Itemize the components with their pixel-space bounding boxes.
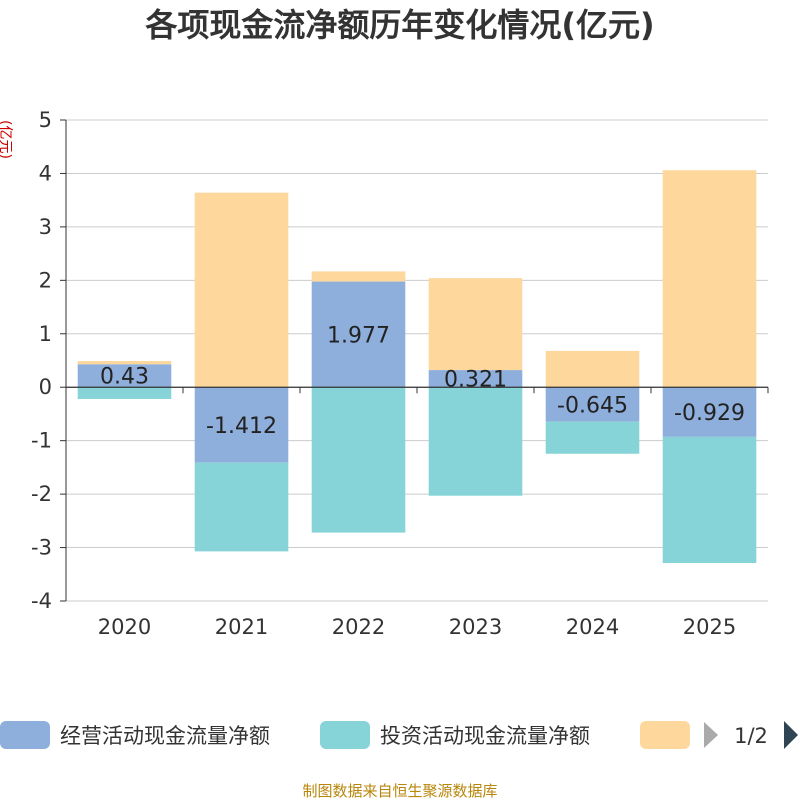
- bar-series1-2022[interactable]: [311, 281, 406, 388]
- bar-series2-2023[interactable]: [428, 387, 523, 496]
- y-tick-label: -2: [31, 482, 52, 506]
- bar-series2-2025[interactable]: [662, 436, 757, 564]
- bars: [77, 170, 757, 564]
- legend-label[interactable]: 经营活动现金流量净额: [60, 724, 270, 748]
- bar-series3-2025[interactable]: [662, 170, 757, 388]
- y-tick-label: 5: [39, 108, 52, 132]
- legend-page-indicator: 1/2: [734, 724, 768, 748]
- data-label: -0.929: [674, 401, 745, 426]
- bar-series2-2022[interactable]: [311, 387, 406, 533]
- chart-title: 各项现金流净额历年变化情况(亿元): [145, 6, 654, 44]
- y-axis-label: (亿元): [0, 120, 13, 159]
- bar-series1-2023[interactable]: [428, 370, 523, 388]
- y-tick-label: 0: [39, 375, 52, 399]
- y-tick-label: 2: [39, 268, 52, 292]
- data-label: -0.645: [557, 393, 628, 418]
- y-tick-label: 4: [39, 161, 52, 185]
- bar-series3-2020[interactable]: [77, 361, 172, 365]
- x-tick-label: 2023: [449, 615, 502, 639]
- bar-series1-2020[interactable]: [77, 364, 172, 388]
- source-note: 制图数据来自恒生聚源数据库: [302, 782, 497, 800]
- y-tick-label: 1: [39, 322, 52, 346]
- legend: 经营活动现金流量净额 投资活动现金流量净额 1/2: [0, 721, 798, 749]
- data-label: 1.977: [327, 323, 390, 348]
- legend-prev-icon[interactable]: [704, 722, 718, 748]
- x-tick-label: 2021: [215, 615, 268, 639]
- x-tick-label: 2025: [683, 615, 736, 639]
- bar-series3-2022[interactable]: [311, 271, 406, 282]
- legend-swatch-3[interactable]: [640, 721, 690, 749]
- bar-series1-2025[interactable]: [662, 387, 757, 437]
- bar-series1-2024[interactable]: [545, 387, 640, 422]
- data-label: -1.412: [206, 414, 277, 439]
- bar-series3-2023[interactable]: [428, 278, 523, 371]
- bar-series2-2024[interactable]: [545, 421, 640, 454]
- bar-series2-2020[interactable]: [77, 387, 172, 399]
- x-tick-label: 2020: [98, 615, 151, 639]
- legend-swatch-2[interactable]: [320, 721, 370, 749]
- data-label: 0.43: [100, 365, 149, 390]
- bar-series3-2021[interactable]: [194, 192, 289, 388]
- y-tick-label: -3: [31, 536, 52, 560]
- bar-series2-2021[interactable]: [194, 462, 289, 552]
- legend-next-icon[interactable]: [784, 721, 798, 749]
- bar-series3-2024[interactable]: [545, 350, 640, 388]
- x-tick-label: 2022: [332, 615, 385, 639]
- y-tick-label: -4: [31, 589, 52, 613]
- legend-label[interactable]: 投资活动现金流量净额: [380, 724, 590, 748]
- bar-series1-2021[interactable]: [194, 387, 289, 463]
- y-tick-label: -1: [31, 429, 52, 453]
- legend-swatch-1[interactable]: [0, 721, 50, 749]
- y-tick-label: 3: [39, 215, 52, 239]
- data-labels: 0.43 -1.412 1.977 0.321 -0.645 -0.929: [100, 323, 745, 439]
- data-label: 0.321: [444, 368, 507, 393]
- axes: 5 4 3 2 1 0 -1 -2 -3 -4 2020 2021 2022 2023 2024 2025: [31, 108, 769, 639]
- x-tick-label: 2024: [566, 615, 619, 639]
